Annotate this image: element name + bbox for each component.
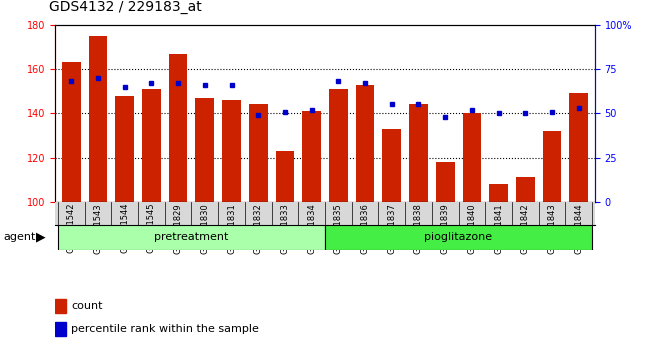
Bar xyxy=(55,322,66,336)
Text: GDS4132 / 229183_at: GDS4132 / 229183_at xyxy=(49,0,202,14)
Bar xyxy=(88,36,107,354)
Bar xyxy=(142,89,161,354)
Text: GSM201843: GSM201843 xyxy=(547,203,556,254)
Text: GSM201835: GSM201835 xyxy=(334,203,343,254)
Bar xyxy=(62,62,81,354)
Bar xyxy=(196,98,214,354)
Bar xyxy=(516,177,535,354)
Bar xyxy=(356,85,374,354)
Bar xyxy=(382,129,401,354)
Text: GSM201834: GSM201834 xyxy=(307,203,316,254)
Bar xyxy=(409,104,428,354)
Text: GSM201840: GSM201840 xyxy=(467,203,476,253)
Bar xyxy=(302,111,321,354)
Text: GSM201836: GSM201836 xyxy=(361,203,370,254)
Bar xyxy=(222,100,241,354)
Text: GSM201831: GSM201831 xyxy=(227,203,236,254)
Text: GSM201838: GSM201838 xyxy=(414,203,423,254)
Bar xyxy=(115,96,134,354)
Bar xyxy=(569,93,588,354)
Bar xyxy=(55,299,66,313)
Text: ▶: ▶ xyxy=(36,231,46,244)
Bar xyxy=(169,53,187,354)
Bar xyxy=(58,225,325,250)
Text: pretreatment: pretreatment xyxy=(154,232,229,242)
Bar xyxy=(276,151,294,354)
Text: GSM201544: GSM201544 xyxy=(120,203,129,253)
Text: GSM201543: GSM201543 xyxy=(94,203,103,253)
Text: GSM201833: GSM201833 xyxy=(280,203,289,254)
Bar xyxy=(325,225,592,250)
Text: count: count xyxy=(72,301,103,311)
Text: GSM201832: GSM201832 xyxy=(254,203,263,254)
Text: GSM201842: GSM201842 xyxy=(521,203,530,253)
Text: GSM201837: GSM201837 xyxy=(387,203,396,254)
Bar xyxy=(329,89,348,354)
Text: agent: agent xyxy=(3,232,36,242)
Bar xyxy=(489,184,508,354)
Text: GSM201830: GSM201830 xyxy=(200,203,209,254)
Text: pioglitazone: pioglitazone xyxy=(424,232,493,242)
Text: GSM201545: GSM201545 xyxy=(147,203,156,253)
Text: GSM201844: GSM201844 xyxy=(574,203,583,253)
Bar xyxy=(463,113,481,354)
Bar xyxy=(249,104,268,354)
Text: GSM201839: GSM201839 xyxy=(441,203,450,254)
Text: GSM201542: GSM201542 xyxy=(67,203,76,253)
Bar xyxy=(436,162,454,354)
Text: GSM201829: GSM201829 xyxy=(174,203,183,253)
Text: GSM201841: GSM201841 xyxy=(494,203,503,253)
Bar xyxy=(543,131,562,354)
Text: percentile rank within the sample: percentile rank within the sample xyxy=(72,324,259,334)
